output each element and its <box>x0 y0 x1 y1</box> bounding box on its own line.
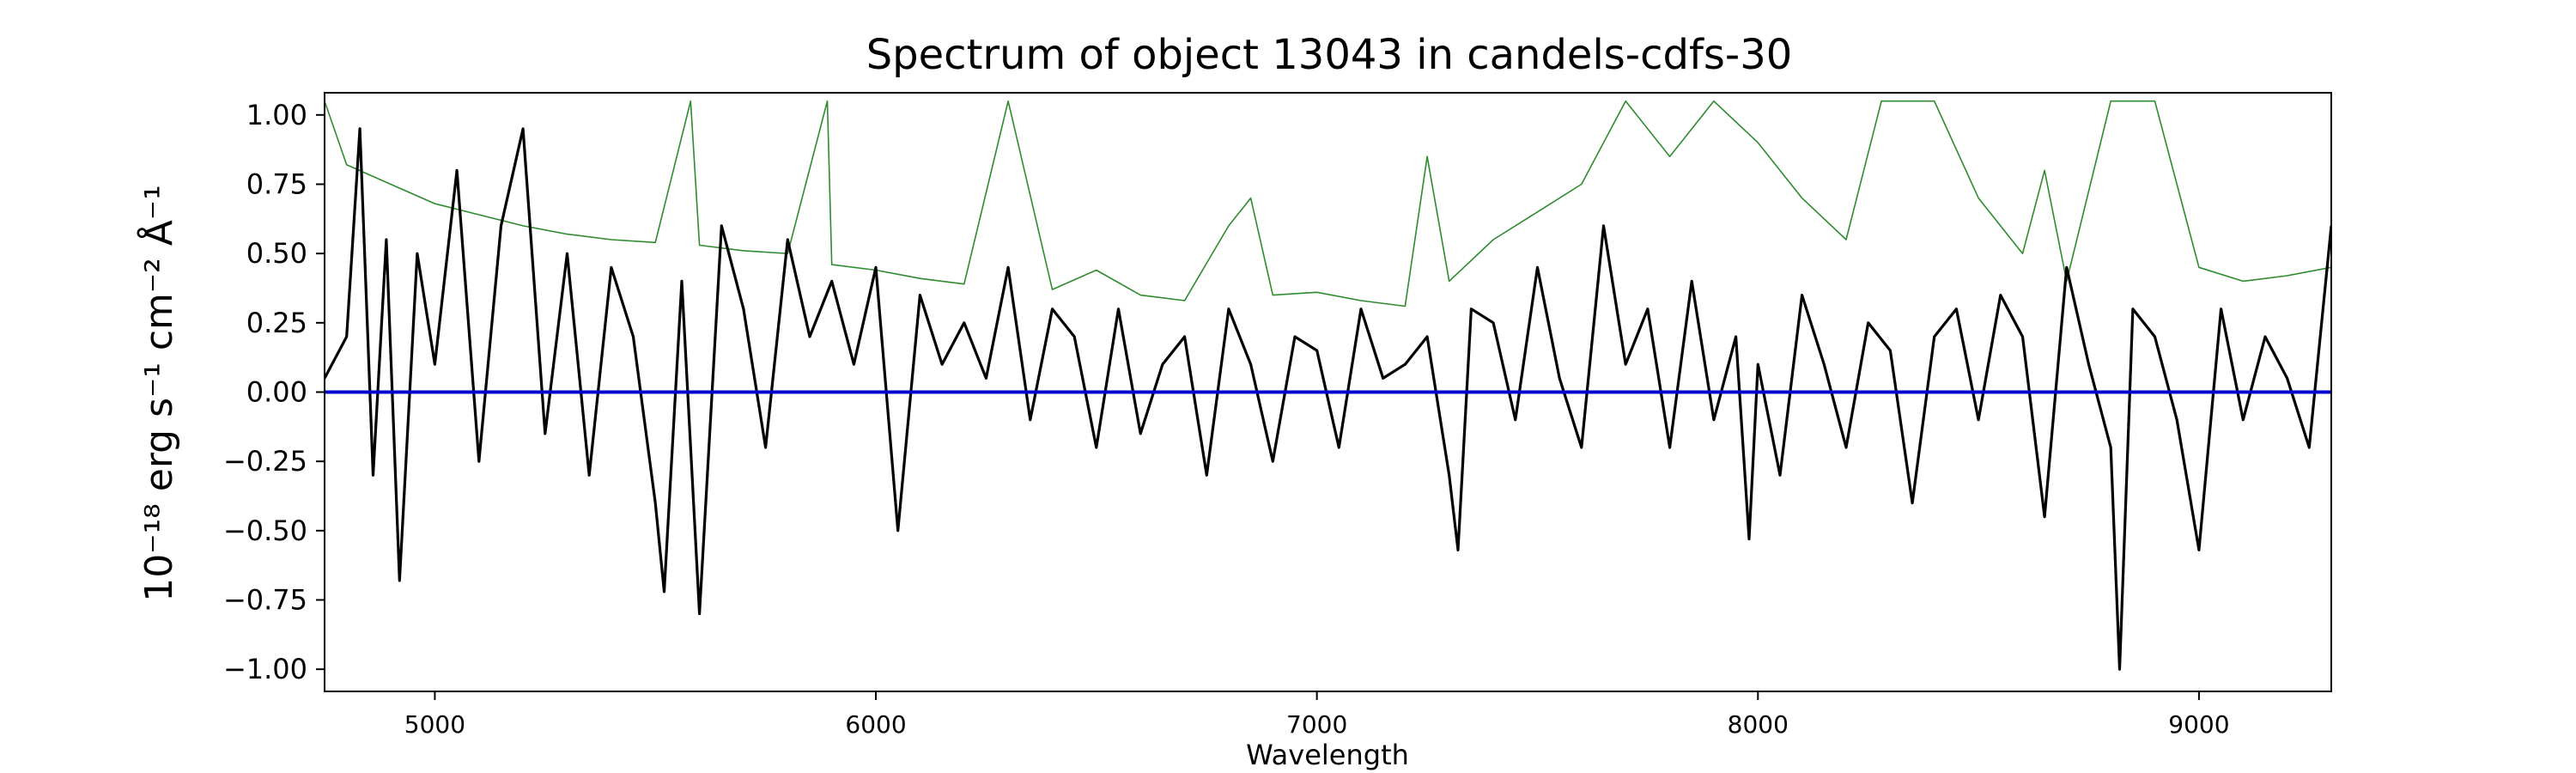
y-axis-label: 10⁻¹⁸ erg s⁻¹ cm⁻² Å⁻¹ <box>136 185 181 601</box>
y-tick-label: −0.25 <box>223 445 307 478</box>
x-tick-label: 9000 <box>2168 710 2229 739</box>
flux-series-line <box>325 127 2331 671</box>
series-layer <box>325 100 2331 671</box>
x-tick-label: 7000 <box>1286 710 1347 739</box>
error-series-line <box>325 100 2331 307</box>
chart-title: Spectrum of object 13043 in candels-cdfs… <box>866 31 1793 79</box>
y-axis: −1.00 −0.75 −0.50 −0.25 0.00 0.25 0.50 0.75 1.00 <box>223 99 325 685</box>
y-tick-label: −0.50 <box>223 514 307 547</box>
x-tick-label: 5000 <box>404 710 465 739</box>
y-tick-label: 0.75 <box>246 167 307 200</box>
y-tick-label: 1.00 <box>246 99 307 131</box>
y-tick-label: 0.25 <box>246 307 307 339</box>
y-tick-label: 0.50 <box>246 237 307 270</box>
x-axis-label: Wavelength <box>1246 739 1409 771</box>
x-tick-label: 8000 <box>1728 710 1789 739</box>
y-tick-label: −1.00 <box>223 653 307 685</box>
x-axis: 5000 6000 7000 8000 9000 <box>404 691 2230 739</box>
y-tick-label: −0.75 <box>223 584 307 617</box>
y-tick-label: 0.00 <box>246 376 307 409</box>
plot-area <box>325 100 2331 671</box>
x-tick-label: 6000 <box>845 710 906 739</box>
